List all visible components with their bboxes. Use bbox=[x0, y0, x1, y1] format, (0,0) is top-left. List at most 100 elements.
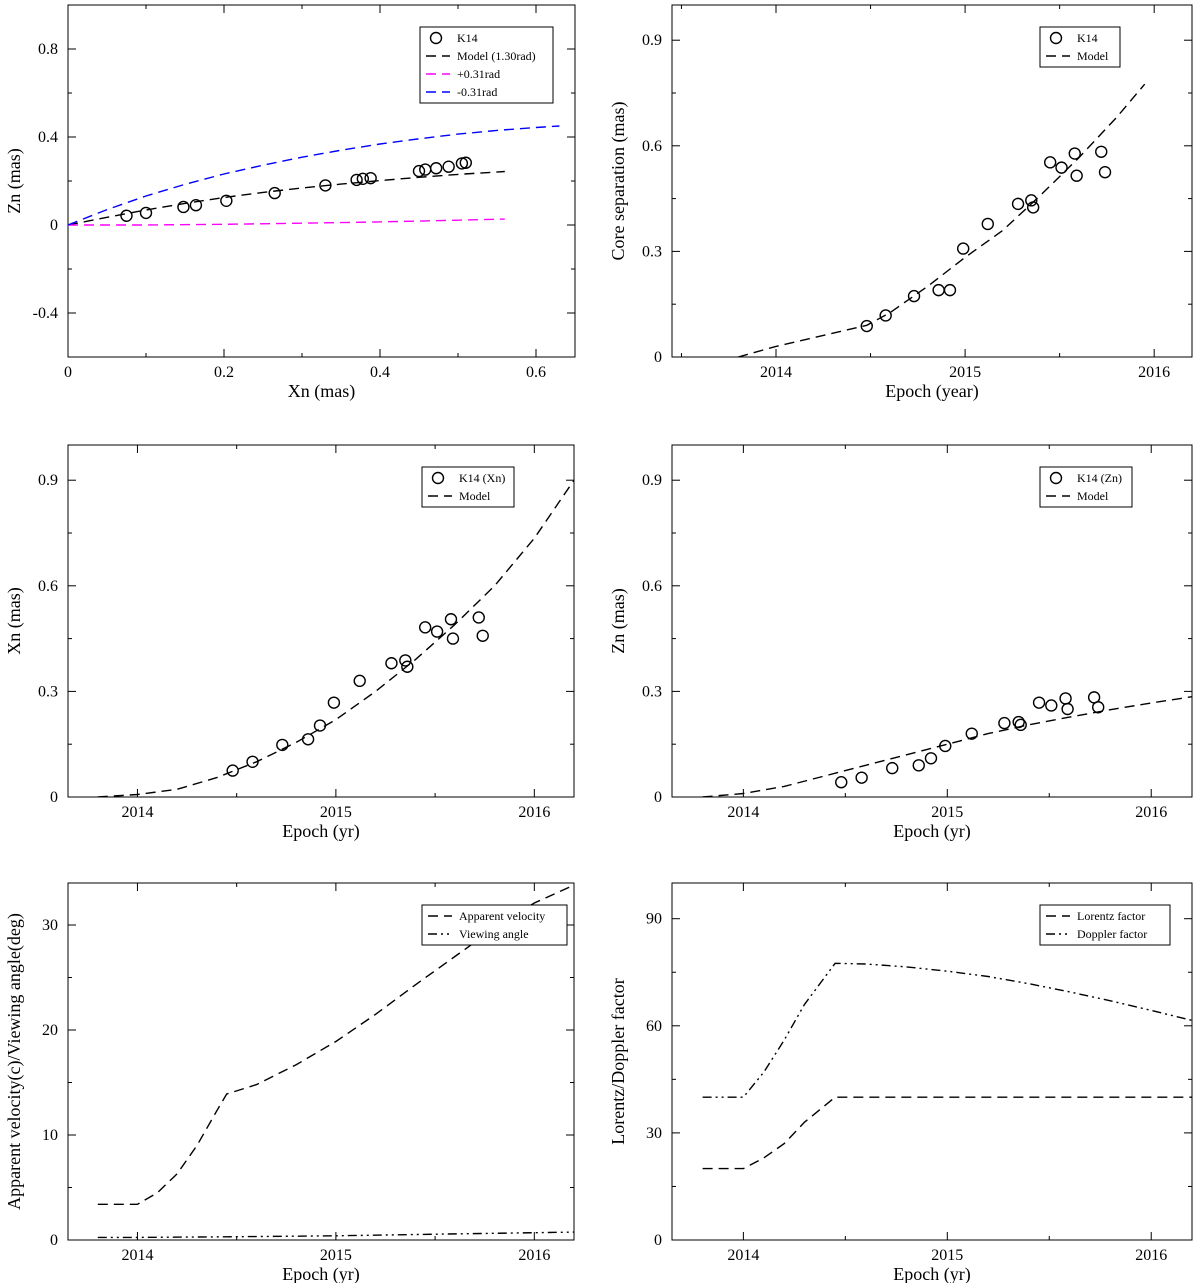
y-tick-label: 0 bbox=[50, 1232, 58, 1249]
x-axis-label: Epoch (yr) bbox=[893, 1264, 970, 1283]
series-line-2 bbox=[702, 696, 1192, 797]
y-tick-label: 10 bbox=[42, 1127, 58, 1144]
y-axis-label: Zn (mas) bbox=[608, 588, 629, 653]
data-point bbox=[1026, 201, 1040, 214]
data-point bbox=[189, 198, 203, 212]
legend-box bbox=[421, 466, 515, 508]
data-point bbox=[364, 171, 377, 185]
data-point bbox=[385, 657, 398, 670]
data-point bbox=[353, 674, 366, 688]
y-tick-label: 30 bbox=[42, 917, 58, 934]
legend-entry: K14 bbox=[457, 31, 478, 45]
x-tick-label: 2015 bbox=[949, 364, 981, 381]
data-point bbox=[943, 283, 957, 297]
data-point bbox=[120, 209, 133, 222]
data-point bbox=[1068, 147, 1081, 160]
data-point bbox=[399, 654, 412, 667]
legend-box bbox=[1039, 466, 1133, 508]
x-tick-label: 2014 bbox=[727, 804, 759, 821]
data-point bbox=[350, 173, 363, 187]
data-point bbox=[1091, 701, 1105, 714]
data-point bbox=[430, 625, 444, 638]
legend: K14 (Xn) Model bbox=[421, 466, 515, 508]
plot-frame bbox=[67, 444, 575, 798]
series-line-3 bbox=[68, 218, 505, 226]
data-point bbox=[1032, 696, 1046, 709]
legend-entry: Doppler factor bbox=[1077, 927, 1147, 941]
legend-entry: K14 bbox=[1077, 31, 1098, 45]
chart-panel-4: 2014 2015 2016 0 0.3 0.6 0.9 Epoch (yr) Zn (mas)… bbox=[608, 444, 1193, 842]
data-point bbox=[886, 761, 899, 775]
plot-frame bbox=[671, 4, 1193, 358]
series-line-2 bbox=[97, 479, 574, 797]
legend-entry: K14 (Xn) bbox=[459, 471, 505, 485]
legend-entry: Apparent velocity bbox=[459, 909, 545, 923]
data-point bbox=[418, 621, 432, 634]
y-tick-label: 0 bbox=[654, 1232, 662, 1249]
x-axis-label: Xn (mas) bbox=[288, 381, 355, 402]
legend-entry: +0.31rad bbox=[457, 67, 500, 81]
plot-frame bbox=[671, 882, 1193, 1241]
data-point bbox=[139, 206, 153, 220]
data-point bbox=[1098, 165, 1112, 179]
data-point bbox=[419, 163, 432, 176]
data-point bbox=[932, 283, 945, 297]
data-point bbox=[998, 716, 1011, 730]
series-line-2 bbox=[702, 962, 1192, 1098]
data-point bbox=[356, 172, 370, 186]
y-axis-label: Core separation (mas) bbox=[608, 102, 629, 261]
x-tick-label: 2015 bbox=[931, 804, 963, 821]
x-axis-label: Epoch (yr) bbox=[893, 821, 970, 842]
y-axis-label: Lorentz/Doppler factor bbox=[608, 978, 628, 1144]
x-tick-label: 2015 bbox=[320, 1247, 352, 1264]
legend-box bbox=[421, 904, 568, 946]
data-point bbox=[177, 200, 190, 214]
legend: Lorentz factor Doppler factor bbox=[1039, 904, 1171, 946]
x-tick-label: 0.2 bbox=[214, 364, 234, 381]
legend-entry: Model (1.30rad) bbox=[457, 49, 536, 63]
legend-marker bbox=[1049, 31, 1063, 45]
data-point bbox=[429, 162, 443, 175]
y-tick-label: 0.6 bbox=[38, 578, 58, 595]
data-point bbox=[1055, 161, 1068, 174]
y-axis-label: Zn (mas) bbox=[4, 148, 25, 213]
data-point bbox=[981, 217, 994, 231]
legend-box bbox=[419, 26, 554, 104]
series-line-1 bbox=[702, 1096, 1192, 1170]
y-tick-label: 0.9 bbox=[642, 472, 662, 489]
data-point bbox=[957, 242, 970, 255]
legend: K14 Model (1.30rad) +0.31rad -0.31rad bbox=[419, 26, 554, 104]
legend: K14 (Zn) Model bbox=[1039, 466, 1133, 508]
x-tick-label: 2014 bbox=[121, 804, 153, 821]
y-tick-label: 0 bbox=[50, 789, 58, 806]
data-point bbox=[444, 613, 458, 626]
x-tick-label: 2015 bbox=[320, 804, 352, 821]
chart-panel-1: 0 0.2 0.4 0.6 -0.4 0 0.4 0.8 Xn (mas) Zn (mas) K14… bbox=[4, 4, 576, 402]
x-axis-label: Epoch (year) bbox=[885, 381, 978, 402]
data-point bbox=[924, 752, 938, 765]
x-tick-label: 2016 bbox=[1138, 364, 1170, 381]
data-point bbox=[446, 632, 460, 645]
data-point bbox=[860, 319, 873, 333]
y-tick-label: 0.3 bbox=[38, 683, 58, 700]
data-point bbox=[476, 629, 489, 642]
x-tick-label: 2016 bbox=[518, 1247, 550, 1264]
y-tick-label: 0.4 bbox=[38, 129, 58, 146]
x-tick-label: 2015 bbox=[931, 1247, 963, 1264]
data-point bbox=[442, 160, 455, 173]
series-line-2 bbox=[68, 170, 505, 226]
x-axis-label: Epoch (yr) bbox=[282, 821, 359, 842]
y-tick-label: -0.4 bbox=[33, 305, 58, 322]
plot-frame bbox=[67, 882, 575, 1241]
data-point bbox=[965, 727, 978, 740]
y-tick-label: 0.3 bbox=[642, 683, 662, 700]
y-tick-label: 0.6 bbox=[642, 138, 662, 155]
data-point bbox=[912, 759, 925, 772]
data-point bbox=[1011, 197, 1025, 211]
y-tick-label: 0.9 bbox=[38, 472, 58, 489]
x-tick-label: 2014 bbox=[760, 364, 792, 381]
data-point bbox=[835, 776, 848, 789]
legend-entry: K14 (Zn) bbox=[1077, 471, 1122, 485]
legend: Apparent velocity Viewing angle bbox=[421, 904, 568, 946]
